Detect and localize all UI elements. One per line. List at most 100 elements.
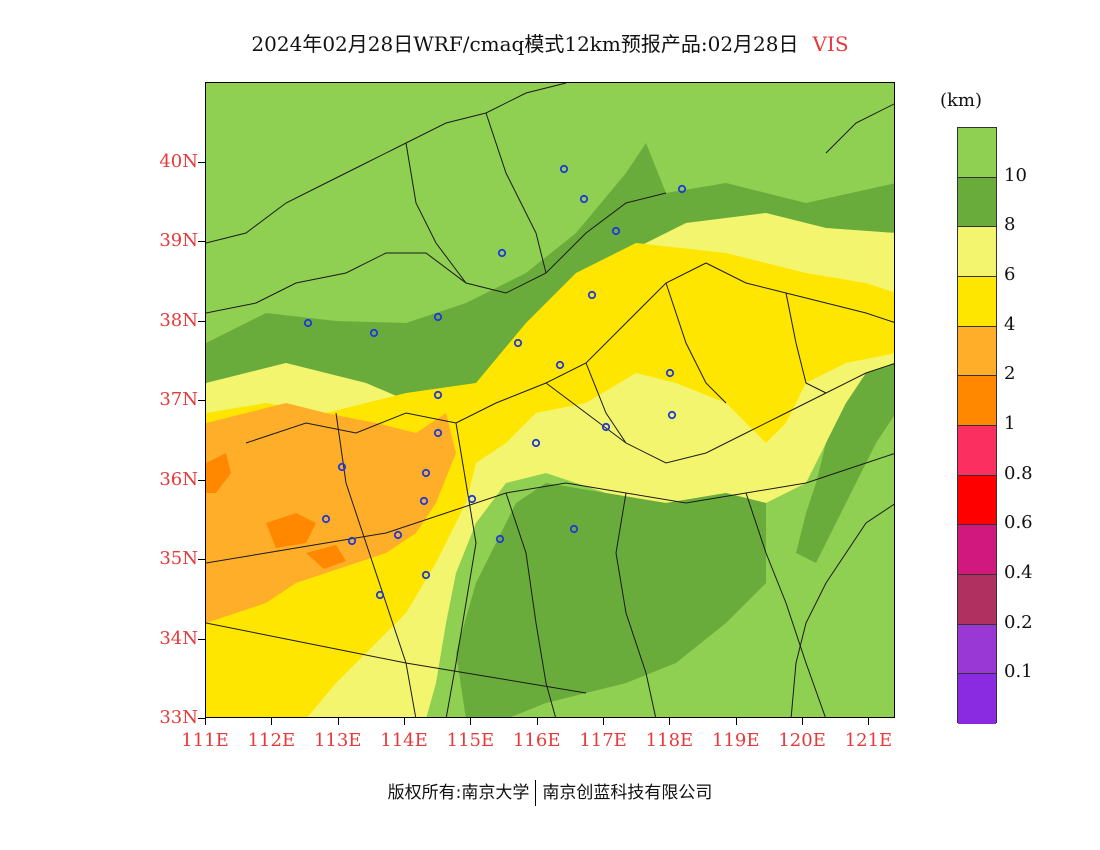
lat-tick: [198, 479, 205, 481]
lat-tick: [198, 400, 205, 401]
city-marker: [433, 428, 443, 438]
lon-tick: [603, 718, 605, 725]
city-marker: [433, 312, 443, 322]
legend-swatch: [958, 525, 996, 575]
lon-tick: [802, 718, 804, 725]
footer-copyright: 版权所有:南京大学 南京创蓝科技有限公司: [0, 778, 1100, 806]
field-1-2: [206, 453, 346, 569]
lon-tick-label: 118E: [645, 730, 694, 751]
title-variable: VIS: [812, 32, 849, 56]
lon-tick-label: 117E: [579, 730, 627, 751]
legend-label: 8: [1004, 214, 1016, 236]
lon-tick-label: 113E: [313, 730, 362, 751]
city-marker: [601, 422, 611, 432]
legend-color-bar: [957, 127, 997, 724]
city-marker: [559, 164, 569, 174]
city-marker: [667, 410, 677, 420]
title-text: 2024年02月28日WRF/cmaq模式12km预报产品:02月28日: [251, 32, 799, 56]
lat-tick: [198, 241, 205, 242]
city-marker: [497, 248, 507, 258]
lon-tick: [205, 718, 206, 725]
city-marker: [375, 590, 385, 600]
city-marker: [421, 570, 431, 580]
field-8-10-north: [206, 143, 894, 413]
lat-tick: [198, 559, 205, 560]
lat-tick-label: 34N: [159, 627, 198, 649]
city-marker: [393, 530, 403, 540]
legend-swatch: [958, 128, 996, 178]
city-marker: [421, 468, 431, 478]
city-marker: [665, 368, 675, 378]
legend-swatch: [958, 674, 996, 724]
lon-tick-label: 119E: [712, 730, 760, 751]
lat-tick: [198, 320, 205, 322]
lon-tick-label: 115E: [446, 730, 495, 751]
lat-tick-label: 33N: [159, 707, 198, 728]
city-marker: [513, 338, 523, 348]
lat-tick: [198, 638, 205, 640]
footer-left: 版权所有:南京大学: [387, 783, 530, 803]
lon-tick: [404, 718, 406, 725]
lat-tick: [198, 718, 205, 719]
admin-boundaries: [206, 83, 894, 717]
city-marker: [531, 438, 541, 448]
legend-swatch: [958, 177, 996, 228]
legend-label: 0.4: [1004, 562, 1033, 583]
legend-label: 2: [1004, 363, 1016, 385]
city-marker: [495, 534, 505, 544]
lon-tick: [735, 718, 737, 725]
legend-label: 6: [1004, 264, 1016, 285]
legend-swatch: [958, 574, 996, 625]
lon-tick: [536, 718, 538, 725]
lon-tick: [470, 718, 472, 725]
legend-swatch: [958, 227, 996, 277]
legend-unit: (km): [940, 90, 983, 111]
lat-tick-label: 40N: [159, 150, 198, 172]
city-marker: [369, 328, 379, 338]
map-canvas: [206, 83, 894, 717]
legend-label: 0.1: [1004, 661, 1033, 683]
city-marker: [303, 318, 313, 328]
legend-label: 10: [1004, 164, 1027, 186]
city-marker: [555, 360, 565, 370]
footer-divider: [535, 780, 537, 806]
city-marker: [579, 194, 589, 204]
lat-tick-label: 38N: [159, 309, 198, 331]
lat-tick-label: 37N: [159, 389, 198, 410]
legend-label: 1: [1004, 413, 1016, 434]
city-marker: [611, 226, 621, 236]
footer-right: 南京创蓝科技有限公司: [542, 783, 713, 803]
legend-swatch: [958, 475, 996, 526]
city-marker: [467, 494, 477, 504]
city-marker: [587, 290, 597, 300]
field-8-10-south: [456, 483, 766, 717]
lon-tick-label: 112E: [247, 730, 296, 751]
city-markers: [303, 164, 687, 600]
lon-tick-label: 114E: [380, 730, 428, 751]
field-8-10-east: [796, 363, 894, 563]
visibility-map: [205, 82, 895, 718]
city-marker: [677, 184, 687, 194]
city-marker: [419, 496, 429, 506]
legend-label: 0.6: [1004, 512, 1033, 534]
field-2-4: [206, 403, 456, 623]
lat-tick-label: 36N: [159, 468, 198, 490]
legend-swatch: [958, 376, 996, 426]
lat-tick: [198, 161, 205, 163]
map-title: 2024年02月28日WRF/cmaq模式12km预报产品:02月28日 VIS: [0, 28, 1100, 57]
city-marker: [347, 536, 357, 546]
legend-swatch: [958, 624, 996, 675]
city-marker: [337, 462, 347, 472]
lon-tick-label: 120E: [778, 730, 826, 751]
lon-tick: [868, 718, 870, 725]
legend-label: 0.2: [1004, 611, 1033, 633]
legend-swatch: [958, 425, 996, 476]
lat-tick-label: 39N: [159, 230, 198, 251]
legend-swatch: [958, 326, 996, 377]
legend-label: 0.8: [1004, 462, 1033, 484]
city-marker: [433, 390, 443, 400]
lon-tick: [271, 718, 273, 725]
lon-tick-label: 116E: [512, 730, 561, 751]
legend-label: 4: [1004, 313, 1016, 335]
lon-tick: [669, 718, 671, 725]
